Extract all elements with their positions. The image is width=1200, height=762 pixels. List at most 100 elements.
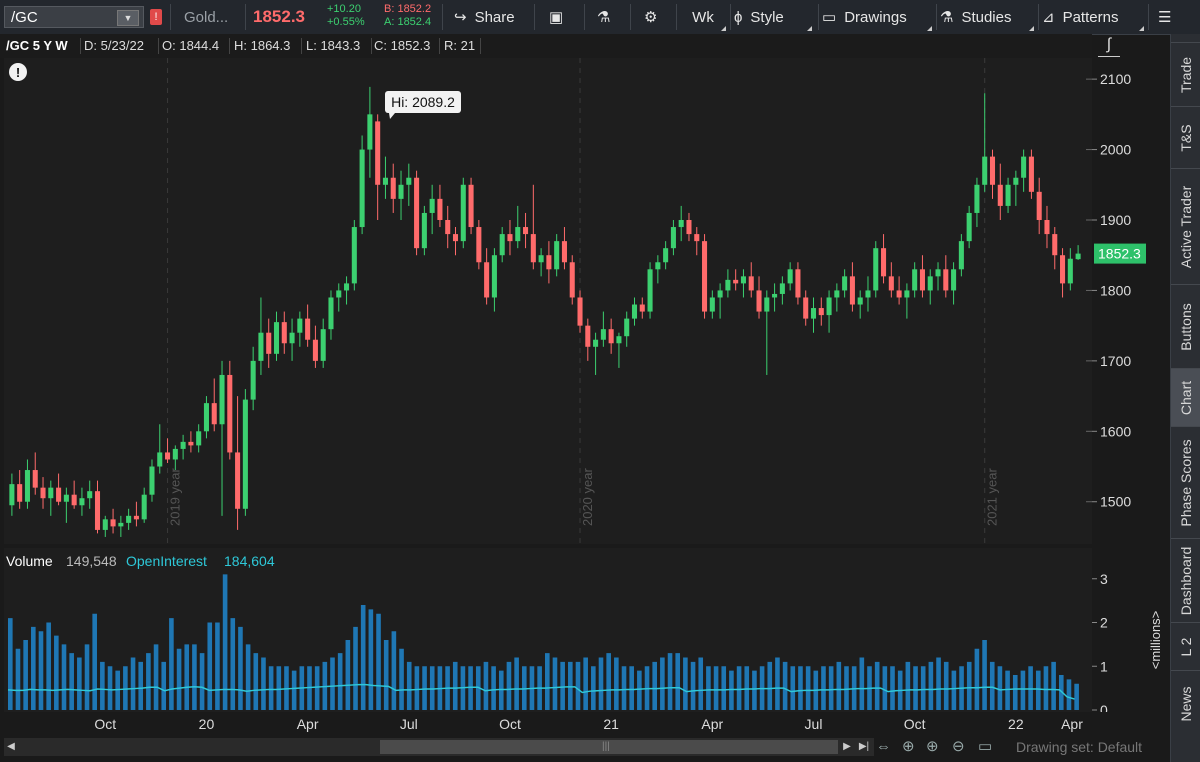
crosshair-icon[interactable]: ⊕ [902,738,915,755]
volume-bar [514,657,519,710]
chart-settings-button[interactable]: ▣ [549,0,563,34]
volume-bar [138,661,144,710]
volume-bar [913,666,918,710]
candle-body [857,297,863,305]
volume-chart[interactable] [4,548,1092,712]
volume-bar [621,666,627,710]
tab-active-trader[interactable]: Active Trader [1171,168,1200,285]
candle-body [1044,220,1050,235]
patterns-button[interactable]: ⊿ Patterns [1042,0,1146,34]
tab-label: T&S [1178,124,1194,152]
volume-bar [230,618,236,710]
zoom-out-icon[interactable]: ⊖ [952,738,965,755]
candle-body [227,374,233,453]
share-button[interactable]: ↪ Share [454,0,515,34]
volume-bar [767,661,773,710]
studies-button[interactable]: ⚗ Studies [940,0,1036,34]
volume-bar [928,661,934,710]
tab-news[interactable]: News [1171,670,1200,737]
gear-button[interactable]: ⚙ [644,0,657,34]
menu-icon: ☰ [1158,9,1172,26]
symbol-input[interactable]: /GC ▼ [4,6,144,28]
volume-bar [1043,666,1049,710]
candle-body [71,494,77,506]
drawing-set-label[interactable]: Drawing set: Default [1016,739,1143,755]
expand-icon[interactable]: ⇔ [876,738,891,755]
current-price-label: 1852.3 [1098,246,1141,262]
volume-axis: 3 2 1 0 <millions> [1092,548,1168,718]
candle-body [577,297,583,326]
time-axis: Oct 20 Apr Jul Oct 21 Apr Jul Oct 22 Apr [94,716,1083,732]
volume-bar [859,657,865,710]
candle-body [772,293,778,298]
tab-trade[interactable]: Trade [1171,42,1200,107]
volume-bar [169,618,174,710]
candle-body [211,403,217,425]
candle-body [235,452,241,509]
volume-bar [506,661,512,710]
bar-range: R: 21 [444,38,476,53]
price-tick-label: 2100 [1100,71,1131,87]
candle-body [639,304,645,312]
drawings-label: Drawings [844,8,907,26]
symbol-value: /GC [11,9,38,26]
candle-body [344,283,350,291]
fit-icon[interactable]: ▭ [978,738,993,755]
alert-icon[interactable] [9,63,27,81]
tab-label: Trade [1178,56,1194,94]
candle-body [359,149,365,228]
volume-bar [752,670,757,710]
scroll-right-icon[interactable]: ▶ [843,741,851,752]
tab-phase-scores[interactable]: Phase Scores [1171,426,1200,539]
volume-bar [545,653,550,710]
chevron-down-icon[interactable]: ▼ [117,10,139,26]
instrument-description: Gold... [184,8,229,26]
oi-label: OpenInterest [126,553,207,569]
volume-bar [414,666,420,710]
candle-body [414,177,420,249]
scroll-end-icon[interactable]: ▶| [858,741,870,752]
tab-t-s[interactable]: T&S [1171,106,1200,169]
patterns-icon: ⊿ [1042,9,1055,26]
candle-body [476,227,482,263]
volume-bar [552,657,558,710]
scale-toggle-icon[interactable]: ∫ [1098,36,1120,57]
candle-body [460,184,466,242]
scroll-thumb[interactable] [380,740,838,754]
candle-body [530,234,536,263]
period-selector[interactable]: Wk [678,0,728,34]
price-axis[interactable]: 2100 2000 1900 1800 1700 1600 1500 1852.3 [1092,58,1168,544]
candle-body [110,519,116,527]
volume-bar [690,661,696,710]
style-button[interactable]: ϕ Style [734,0,814,34]
volume-bar [667,653,673,710]
alert-flag-icon[interactable]: ! [150,9,162,25]
tab-l-2[interactable]: L 2 [1171,622,1200,671]
candle-body [367,114,373,150]
candle-body [172,448,178,460]
candle-body [102,519,108,530]
year-label: 2021 year [985,468,1000,526]
candle-body [709,297,715,312]
drawings-button[interactable]: ▭ Drawings [822,0,934,34]
high-marker-bubble [385,91,461,113]
candle-body [250,360,256,400]
volume-bar [84,644,90,710]
volume-bar [836,661,842,710]
scroll-left-icon[interactable]: ◀ [7,741,15,752]
candles-icon: ϕ [734,8,743,26]
tab-dashboard[interactable]: Dashboard [1171,538,1200,623]
price-chart[interactable]: Hi: 2089.2 2019 year 2020 year 2021 year ! [4,58,1092,544]
tab-chart[interactable]: Chart [1171,368,1200,427]
menu-button[interactable]: ☰ [1158,0,1171,34]
candle-body [242,399,248,509]
flask-button[interactable]: ⚗ [597,0,610,34]
volume-bar [698,657,704,710]
volume-bar [1074,683,1079,710]
candle-body [312,339,318,361]
tab-buttons[interactable]: Buttons [1171,284,1200,369]
volume-bar [161,661,167,710]
horizontal-scrollbar[interactable]: ◀ ||| ▶ ▶| [4,738,1092,756]
volume-bar [1012,675,1018,710]
zoom-in-icon[interactable]: ⊕ [926,738,939,755]
